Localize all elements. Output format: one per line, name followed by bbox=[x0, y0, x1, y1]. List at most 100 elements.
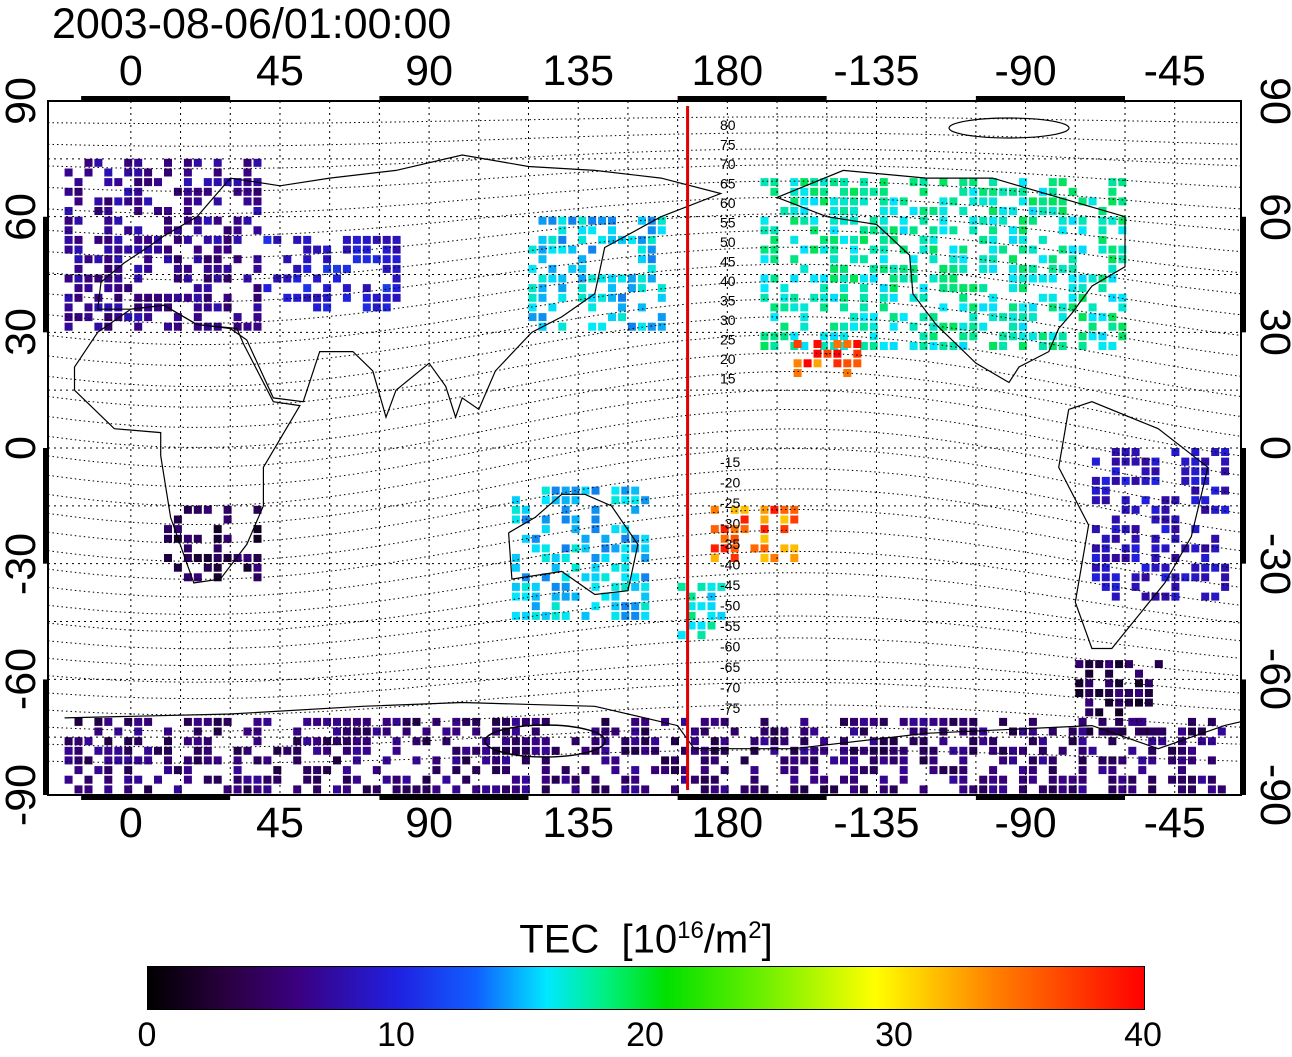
tec-cell bbox=[1038, 274, 1047, 283]
tec-cell bbox=[1128, 746, 1137, 755]
tec-cell bbox=[770, 313, 779, 322]
tec-cell bbox=[1108, 727, 1117, 736]
tec-cell bbox=[840, 303, 848, 312]
tec-cell bbox=[850, 727, 858, 736]
tec-cell bbox=[1068, 775, 1077, 784]
tec-cell bbox=[1135, 669, 1143, 678]
tec-cell bbox=[657, 226, 666, 235]
tec-cell bbox=[183, 293, 192, 302]
tec-cell bbox=[531, 534, 540, 543]
tec-cell bbox=[780, 515, 789, 524]
tec-cell bbox=[253, 785, 262, 794]
tec-cell bbox=[1078, 284, 1087, 293]
tec-cell bbox=[1161, 563, 1170, 572]
tec-cell bbox=[800, 717, 809, 726]
tec-cell bbox=[193, 158, 202, 167]
tec-cell bbox=[1217, 727, 1226, 736]
tec-cell bbox=[979, 255, 988, 264]
contour-line bbox=[47, 164, 1242, 192]
tec-cell bbox=[402, 785, 411, 794]
tec-cell bbox=[859, 293, 868, 302]
tec-cell bbox=[528, 245, 537, 254]
tec-cell bbox=[114, 235, 123, 244]
tec-cell bbox=[164, 534, 172, 543]
tec-cell bbox=[1211, 544, 1220, 553]
tec-cell bbox=[631, 486, 640, 495]
tec-cell bbox=[1171, 554, 1180, 562]
tec-cell bbox=[104, 785, 113, 794]
tec-cell bbox=[810, 766, 819, 775]
tec-cell bbox=[1118, 332, 1127, 341]
tec-cell bbox=[770, 274, 779, 283]
tec-cell bbox=[1108, 322, 1117, 331]
tec-cell bbox=[1019, 303, 1027, 312]
tec-cell bbox=[1038, 342, 1047, 350]
tec-cell bbox=[243, 785, 252, 794]
tec-cell bbox=[104, 303, 113, 312]
tec-cell bbox=[760, 332, 769, 341]
tec-cell bbox=[1141, 467, 1150, 476]
tec-cell bbox=[1019, 746, 1027, 755]
tec-cell bbox=[1201, 457, 1210, 466]
tec-cell bbox=[1075, 660, 1084, 669]
tec-cell bbox=[442, 727, 451, 736]
tec-cell bbox=[793, 340, 802, 348]
tec-cell bbox=[193, 717, 202, 726]
contour-label: -50 bbox=[720, 598, 740, 614]
tec-cell bbox=[462, 717, 471, 726]
tec-cell bbox=[551, 611, 560, 620]
tec-cell bbox=[203, 737, 212, 746]
tec-cell bbox=[730, 554, 739, 562]
tec-cell bbox=[1068, 727, 1077, 736]
tec-cell bbox=[830, 264, 839, 273]
tec-cell bbox=[253, 158, 262, 167]
tec-cell bbox=[164, 226, 172, 235]
tec-cell bbox=[84, 737, 93, 746]
tec-cell bbox=[889, 197, 898, 206]
tec-cell bbox=[879, 178, 888, 187]
tec-cell bbox=[1181, 476, 1190, 485]
tec-cell bbox=[313, 717, 322, 726]
tec-cell bbox=[528, 313, 537, 322]
tec-cell bbox=[521, 534, 530, 543]
tec-cell bbox=[548, 235, 557, 244]
tec-cell bbox=[909, 226, 918, 235]
tec-cell bbox=[591, 563, 600, 572]
tec-cell bbox=[869, 313, 878, 322]
tec-cell bbox=[1154, 660, 1163, 669]
tec-cell bbox=[183, 274, 192, 283]
tec-cell bbox=[104, 756, 113, 765]
tec-cell bbox=[1009, 274, 1017, 283]
tec-cell bbox=[850, 746, 858, 755]
tec-cell bbox=[452, 756, 461, 765]
tec-cell bbox=[850, 235, 858, 244]
tec-cell bbox=[144, 178, 153, 187]
tec-cell bbox=[541, 515, 550, 524]
tec-cell bbox=[899, 717, 908, 726]
tec-cell bbox=[1141, 457, 1150, 466]
tec-cell bbox=[492, 766, 501, 775]
tec-cell bbox=[521, 505, 530, 514]
tec-cell bbox=[631, 505, 640, 514]
tec-cell bbox=[452, 727, 461, 736]
tec-cell bbox=[333, 737, 341, 746]
tec-cell bbox=[392, 255, 401, 264]
tec-cell bbox=[707, 621, 716, 630]
tec-cell bbox=[859, 197, 868, 206]
tec-cell bbox=[511, 554, 520, 562]
tec-cell bbox=[760, 342, 769, 350]
tec-cell bbox=[1068, 216, 1077, 225]
tec-cell bbox=[253, 255, 262, 264]
tec-cell bbox=[1148, 785, 1157, 794]
tec-cell bbox=[551, 775, 560, 784]
tec-cell bbox=[1028, 766, 1037, 775]
tec-cell bbox=[164, 255, 172, 264]
tec-cell bbox=[511, 515, 520, 524]
colorbar-unit-end: ] bbox=[761, 917, 773, 962]
tec-cell bbox=[591, 486, 600, 495]
contour-line bbox=[47, 352, 1242, 428]
tec-cell bbox=[1131, 573, 1140, 582]
tec-cell bbox=[193, 255, 202, 264]
tec-cell bbox=[1108, 197, 1117, 206]
tec-cell bbox=[1009, 756, 1017, 765]
